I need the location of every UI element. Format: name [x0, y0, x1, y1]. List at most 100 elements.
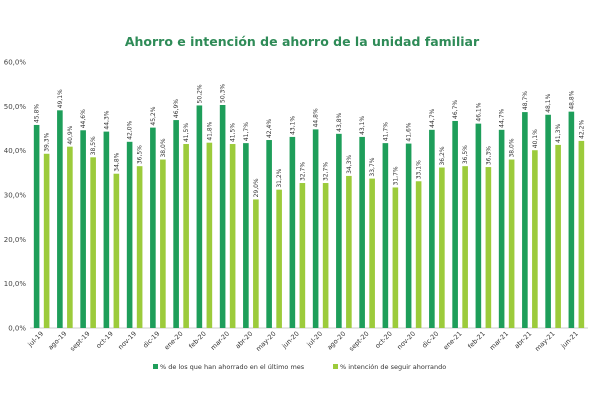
bar-series-2 — [532, 150, 538, 328]
bar-series-2 — [485, 167, 492, 328]
data-label-series-1: 48,7% — [522, 91, 529, 110]
data-label-series-2: 31,7% — [392, 166, 399, 185]
data-label-series-2: 36,2% — [439, 146, 446, 165]
x-tick-label: may-21 — [533, 330, 556, 353]
data-label-series-2: 36,5% — [462, 145, 469, 164]
data-label-series-2: 41,5% — [183, 123, 190, 142]
data-label-series-1: 44,7% — [499, 108, 506, 127]
data-label-series-2: 42,2% — [578, 120, 585, 139]
x-tick-label: feb-20 — [187, 330, 208, 351]
x-tick-label: jun-21 — [559, 330, 580, 351]
x-tick-label: abr-21 — [513, 330, 533, 350]
bar-series-2 — [206, 142, 213, 328]
bar-series-1 — [289, 136, 296, 328]
data-label-series-2: 38,0% — [160, 138, 167, 157]
data-label-series-1: 46,7% — [452, 100, 459, 119]
data-label-series-1: 44,3% — [103, 110, 110, 129]
y-tick-label: 0,0% — [8, 325, 26, 333]
y-tick-label: 10,0% — [4, 280, 27, 288]
bar-series-2 — [299, 183, 306, 328]
y-tick-label: 50,0% — [4, 103, 27, 111]
data-label-series-2: 29,0% — [253, 178, 260, 197]
bar-series-2 — [439, 167, 445, 328]
bar-series-2 — [578, 140, 585, 328]
data-label-series-2: 40,9% — [67, 125, 74, 144]
bar-series-1 — [312, 129, 319, 328]
bar-series-1 — [173, 120, 179, 329]
data-label-series-1: 46,1% — [475, 102, 482, 121]
bar-series-2 — [346, 175, 352, 328]
x-tick-label: abr-20 — [234, 330, 254, 350]
data-label-series-1: 45,8% — [34, 104, 41, 123]
data-label-series-1: 46,9% — [173, 99, 180, 118]
bar-series-1 — [126, 141, 133, 328]
x-tick-label: ene-21 — [442, 330, 464, 352]
x-tick-label: jul-20 — [305, 330, 324, 349]
x-tick-label: nov-19 — [117, 330, 138, 351]
bar-series-1 — [568, 111, 575, 328]
y-tick-label: 30,0% — [4, 192, 27, 200]
bar-series-2 — [276, 189, 282, 328]
x-tick-label: jun-20 — [280, 330, 301, 351]
bar-series-2 — [67, 146, 73, 328]
legend-label-series-2: % intención de seguir ahorrando — [340, 363, 446, 371]
data-label-series-2: 34,3% — [346, 155, 353, 174]
x-tick-label: mar-20 — [209, 330, 231, 352]
bar-series-1 — [475, 123, 482, 328]
bar-series-2 — [253, 199, 259, 328]
x-tick-label: ago-19 — [46, 330, 68, 352]
bar-series-2 — [369, 178, 375, 328]
y-axis: 0,0% 10,0% 20,0% 30,0% 40,0% 50,0% 60,0% — [4, 59, 588, 333]
bar-series-2 — [160, 159, 166, 328]
x-tick-label: jul-19 — [26, 330, 45, 349]
data-label-series-1: 48,8% — [568, 90, 575, 109]
data-label-series-1: 50,3% — [220, 84, 227, 103]
data-label-series-1: 44,6% — [80, 109, 87, 128]
data-label-series-1: 49,1% — [57, 89, 64, 108]
x-axis: jul-19 ago-19 sept-19 oct-19 nov-19 dic-19 ene… — [26, 330, 580, 353]
x-tick-label: ago-20 — [325, 330, 347, 352]
bar-series-1 — [219, 105, 226, 329]
data-label-series-2: 31,2% — [276, 168, 283, 187]
x-tick-label: ene-20 — [163, 330, 185, 352]
x-tick-label: dic-20 — [420, 330, 440, 350]
x-tick-label: oct-20 — [373, 330, 393, 350]
bar-series-2 — [555, 144, 561, 328]
x-tick-label: dic-19 — [141, 330, 161, 350]
bar-series-1 — [405, 143, 412, 328]
data-label-series-2: 41,3% — [555, 124, 562, 143]
bar-series-2 — [113, 173, 120, 328]
data-label-series-2: 41,5% — [230, 123, 237, 142]
data-label-series-1: 48,1% — [545, 93, 552, 112]
data-label-series-2: 36,5% — [137, 145, 144, 164]
bar-series-1 — [498, 129, 505, 328]
y-tick-label: 40,0% — [4, 147, 27, 155]
value-labels: 45,8% 39,3% 49,1% 40,9% 44,6% 38,5% 44,3% 34,8%… — [34, 84, 586, 198]
data-label-series-1: 43,1% — [359, 116, 366, 135]
bar-series-1 — [545, 114, 551, 328]
data-label-series-1: 43,8% — [336, 112, 343, 131]
bar-series-1 — [150, 127, 156, 328]
x-tick-label: sept-20 — [347, 330, 370, 353]
data-label-series-1: 42,0% — [127, 120, 134, 139]
y-tick-label: 60,0% — [4, 59, 27, 67]
bars — [33, 105, 585, 329]
bar-series-1 — [57, 110, 63, 328]
x-tick-label: sept-19 — [68, 330, 91, 353]
data-label-series-1: 42,4% — [266, 119, 273, 138]
bar-series-2 — [43, 153, 50, 328]
data-label-series-2: 41,8% — [206, 121, 213, 140]
data-label-series-2: 38,0% — [509, 138, 516, 157]
bar-series-2 — [508, 159, 515, 328]
x-tick-label: may-20 — [254, 330, 277, 353]
bar-series-1 — [382, 143, 389, 328]
bar-series-2 — [90, 157, 96, 328]
bar-series-1 — [336, 133, 342, 328]
legend-swatch-series-1 — [153, 364, 158, 369]
data-label-series-2: 36,3% — [485, 146, 492, 165]
bar-series-2 — [392, 187, 399, 328]
bar-series-1 — [33, 124, 40, 328]
bar-series-2 — [136, 166, 143, 328]
x-tick-label: oct-19 — [94, 330, 114, 350]
data-label-series-1: 44,8% — [313, 108, 320, 127]
